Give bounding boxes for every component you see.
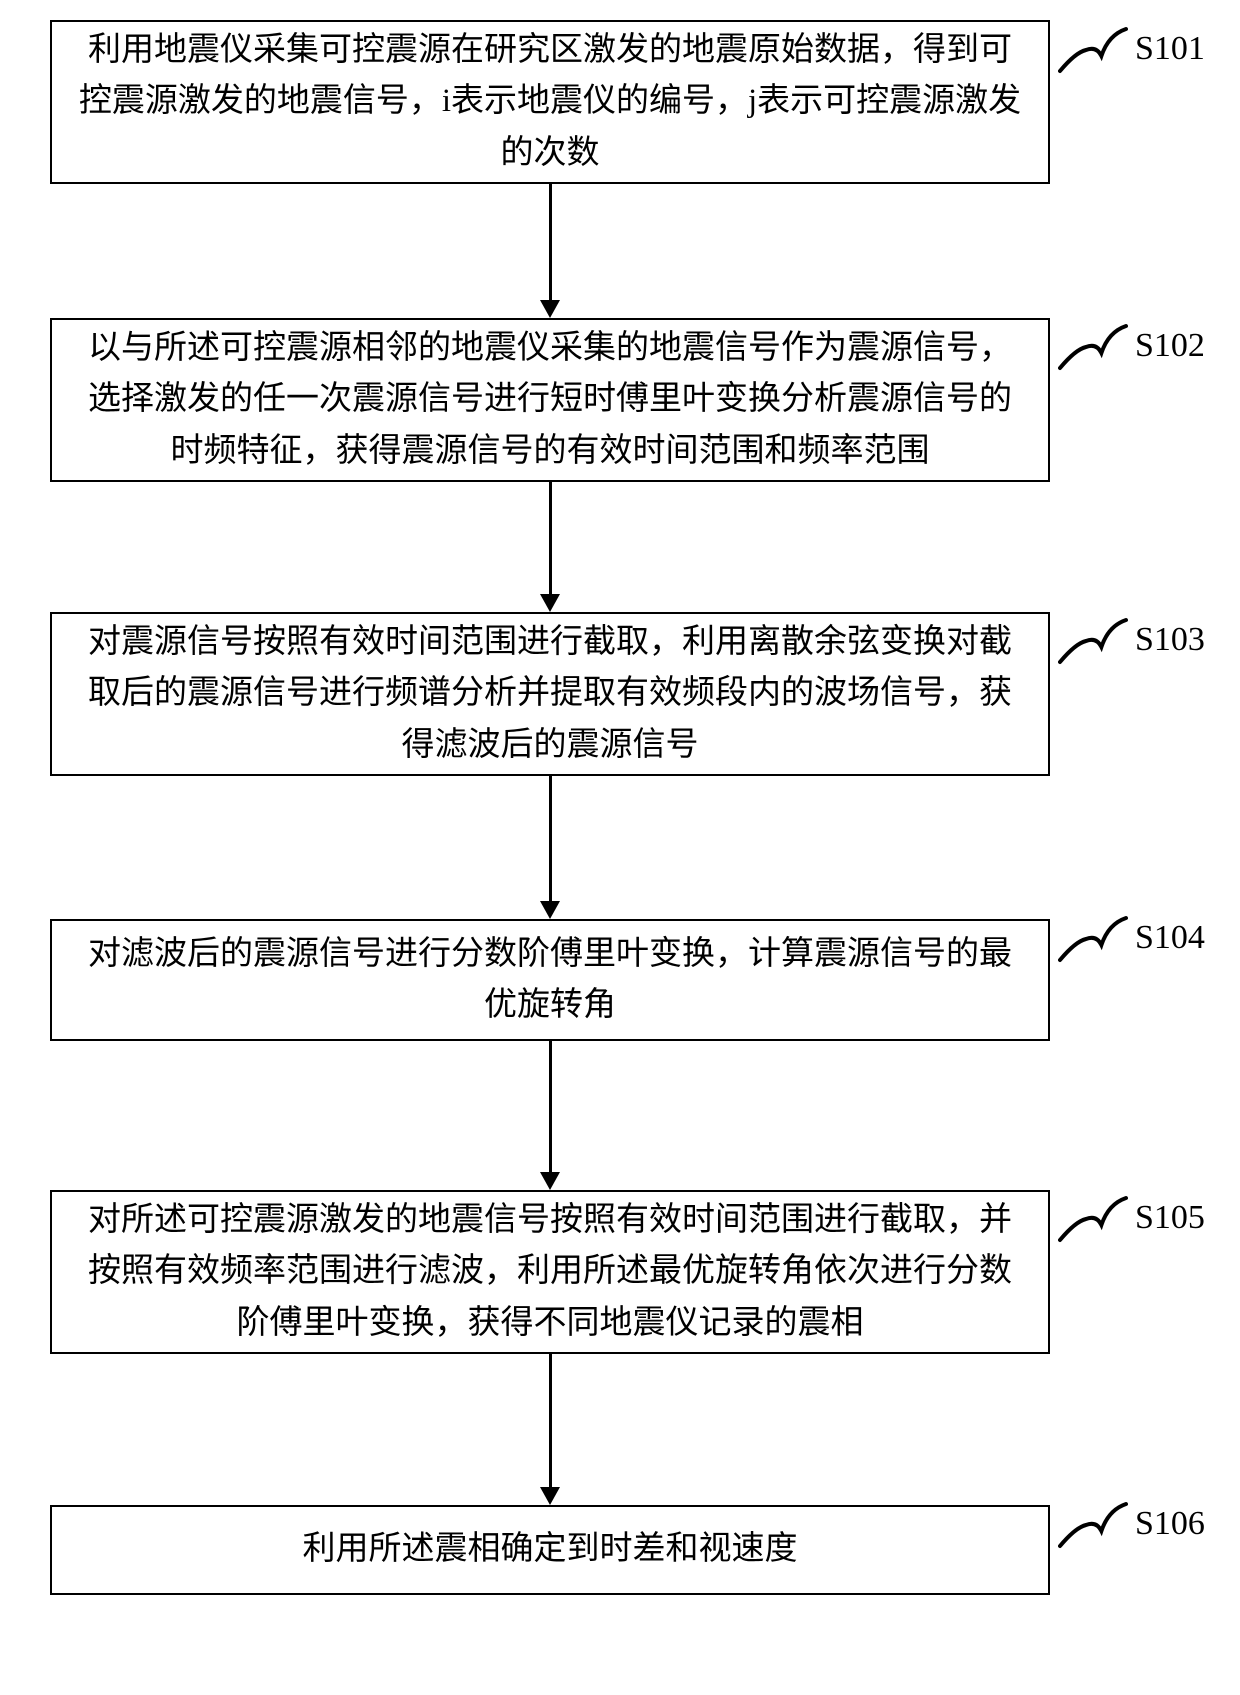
flow-arrow-head-icon [540,1487,560,1505]
flow-arrow-line [549,1354,552,1487]
flowchart-canvas: 利用地震仪采集可控震源在研究区激发的地震原始数据，得到可控震源激发的地震信号，i… [0,0,1240,1695]
step-label-connector [1058,322,1128,372]
flow-arrow-line [549,184,552,300]
flow-step-label: S102 [1135,327,1205,365]
flow-step-label: S105 [1135,1199,1205,1237]
flow-arrow-head-icon [540,300,560,318]
flow-step-text: 以与所述可控震源相邻的地震仪采集的地震信号作为震源信号，选择激发的任一次震源信号… [72,323,1028,476]
flow-step-s104: 对滤波后的震源信号进行分数阶傅里叶变换，计算震源信号的最优旋转角 [50,919,1050,1041]
flow-arrow-line [549,1041,552,1172]
step-label-connector [1058,914,1128,964]
flow-arrow-line [549,776,552,901]
flow-step-s103: 对震源信号按照有效时间范围进行截取，利用离散余弦变换对截取后的震源信号进行频谱分… [50,612,1050,776]
flow-step-label: S106 [1135,1505,1205,1543]
flow-step-text: 利用地震仪采集可控震源在研究区激发的地震原始数据，得到可控震源激发的地震信号，i… [72,25,1028,178]
step-label-connector [1058,25,1128,75]
step-label-connector [1058,1500,1128,1550]
flow-step-s106: 利用所述震相确定到时差和视速度 [50,1505,1050,1595]
flow-arrow-head-icon [540,901,560,919]
flow-step-label: S103 [1135,621,1205,659]
step-label-connector [1058,1194,1128,1244]
flow-step-s102: 以与所述可控震源相邻的地震仪采集的地震信号作为震源信号，选择激发的任一次震源信号… [50,318,1050,482]
step-label-connector [1058,616,1128,666]
flow-step-s105: 对所述可控震源激发的地震信号按照有效时间范围进行截取，并按照有效频率范围进行滤波… [50,1190,1050,1354]
flow-step-text: 对滤波后的震源信号进行分数阶傅里叶变换，计算震源信号的最优旋转角 [72,929,1028,1031]
flow-arrow-head-icon [540,594,560,612]
flow-step-label: S101 [1135,30,1205,68]
flow-step-text: 利用所述震相确定到时差和视速度 [303,1524,798,1575]
flow-step-s101: 利用地震仪采集可控震源在研究区激发的地震原始数据，得到可控震源激发的地震信号，i… [50,20,1050,184]
flow-step-text: 对所述可控震源激发的地震信号按照有效时间范围进行截取，并按照有效频率范围进行滤波… [72,1195,1028,1348]
flow-arrow-line [549,482,552,594]
flow-step-text: 对震源信号按照有效时间范围进行截取，利用离散余弦变换对截取后的震源信号进行频谱分… [72,617,1028,770]
flow-arrow-head-icon [540,1172,560,1190]
flow-step-label: S104 [1135,919,1205,957]
